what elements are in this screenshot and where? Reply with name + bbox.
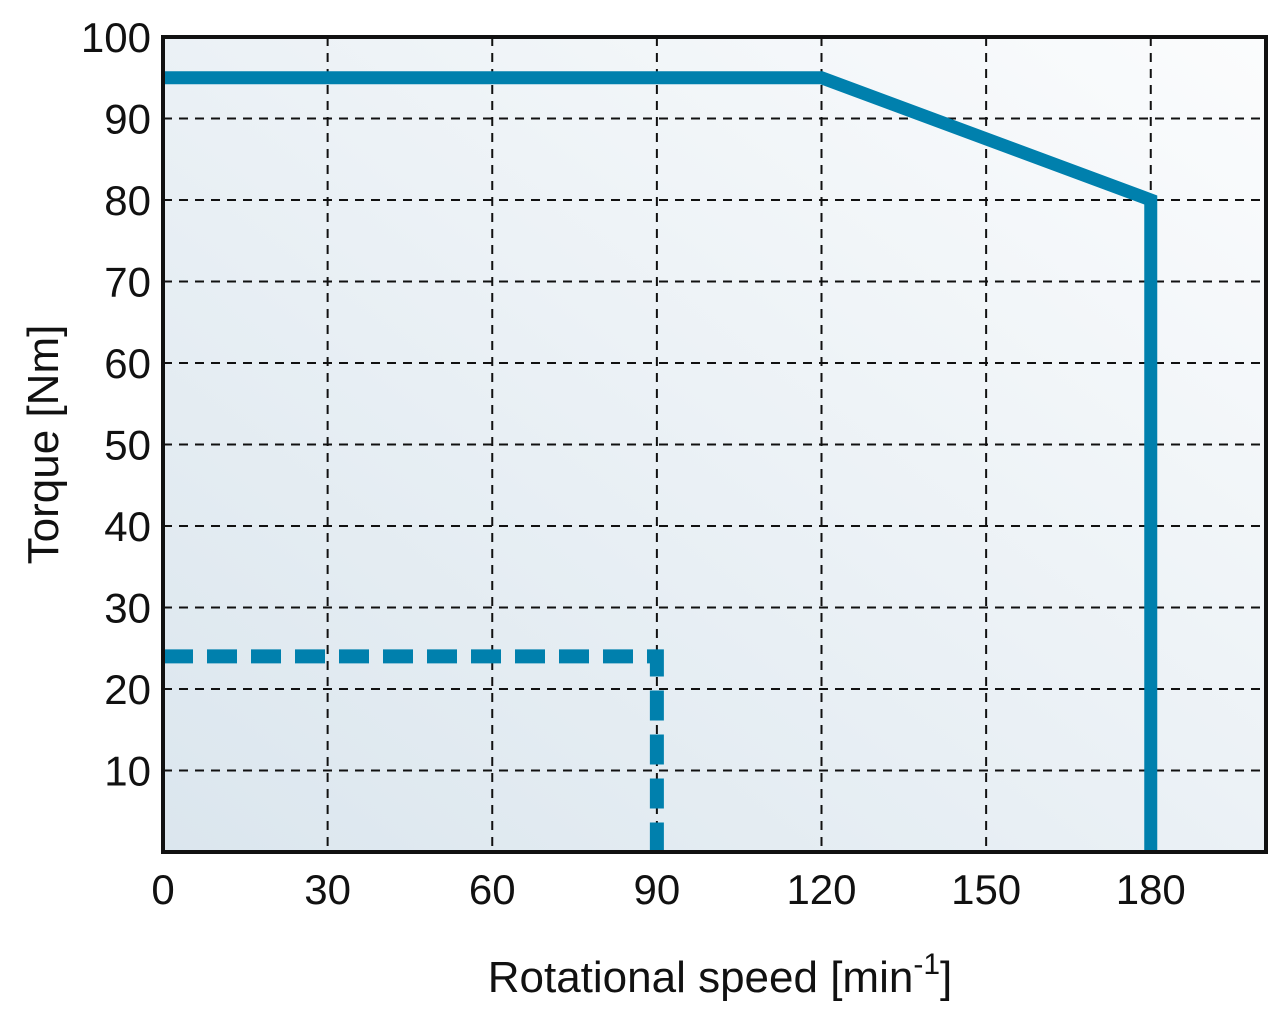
x-tick-label: 120 [786, 866, 856, 913]
y-tick-label: 90 [104, 96, 151, 143]
x-tick-label: 150 [951, 866, 1021, 913]
x-axis-title-suffix: ] [940, 953, 952, 1002]
y-tick-label: 50 [104, 422, 151, 469]
x-tick-label: 90 [634, 866, 681, 913]
y-tick-label: 70 [104, 259, 151, 306]
y-tick-label: 40 [104, 503, 151, 550]
y-axis-ticks: 10 20 30 40 50 60 70 80 90 100 [81, 14, 151, 795]
y-tick-label: 20 [104, 666, 151, 713]
y-tick-label: 80 [104, 177, 151, 224]
x-tick-label: 30 [304, 866, 351, 913]
y-tick-label: 100 [81, 14, 151, 61]
x-axis-title-main: Rotational speed [min [488, 953, 914, 1002]
series-layer [163, 71, 1158, 852]
plot-frame [161, 35, 1268, 854]
x-tick-label: 60 [469, 866, 516, 913]
grid-lines [163, 37, 1266, 852]
torque-limit-curve [163, 71, 1158, 852]
y-tick-label: 60 [104, 340, 151, 387]
dashed-operating-line [163, 649, 664, 852]
y-axis-title: Torque [Nm] [19, 325, 68, 565]
x-tick-label: 0 [151, 866, 174, 913]
x-tick-label: 180 [1116, 866, 1186, 913]
x-axis-title: Rotational speed [min-1] [488, 948, 953, 1002]
y-tick-label: 30 [104, 585, 151, 632]
x-axis-title-superscript: -1 [913, 948, 940, 981]
x-axis-ticks: 0 30 60 90 120 150 180 [151, 866, 1185, 913]
y-tick-label: 10 [104, 748, 151, 795]
